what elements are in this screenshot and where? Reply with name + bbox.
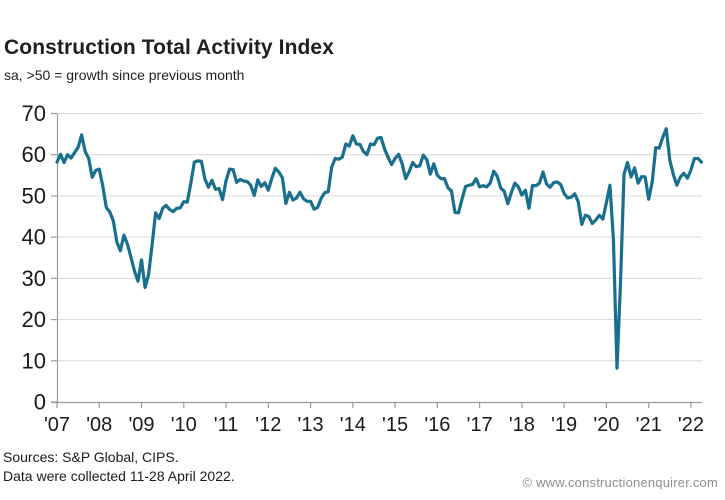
x-tick-label-'14: '14 <box>340 414 366 436</box>
activity-index-line <box>55 127 704 370</box>
y-tick-label-60: 60 <box>22 142 46 167</box>
x-tick-label-'20: '20 <box>593 414 619 436</box>
y-tick-label-40: 40 <box>22 225 46 250</box>
x-tick-label-'13: '13 <box>298 414 324 436</box>
x-tick-label-'12: '12 <box>255 414 281 436</box>
collection-note: Data were collected 11-28 April 2022. <box>3 468 235 484</box>
y-tick-label-70: 70 <box>22 101 46 126</box>
chart-subtitle: sa, >50 = growth since previous month <box>4 67 245 83</box>
y-tick-label-50: 50 <box>22 183 46 208</box>
x-tick-label-'22: '22 <box>678 414 704 436</box>
y-tick-label-0: 0 <box>34 390 46 415</box>
x-tick-label-'19: '19 <box>551 414 577 436</box>
x-tick-label-'16: '16 <box>424 414 450 436</box>
x-tick-label-'21: '21 <box>636 414 662 436</box>
y-tick-label-20: 20 <box>22 307 46 332</box>
y-tick-label-10: 10 <box>22 348 46 373</box>
x-tick-label-'15: '15 <box>382 414 408 436</box>
watermark-text: © www.constructionenquirer.com <box>522 475 718 490</box>
x-tick-label-'09: '09 <box>128 414 154 436</box>
y-tick-label-30: 30 <box>22 266 46 291</box>
x-tick-label-'07: '07 <box>44 414 70 436</box>
sources-note: Sources: S&P Global, CIPS. <box>3 449 179 465</box>
chart-title: Construction Total Activity Index <box>4 36 334 59</box>
x-tick-label-'18: '18 <box>509 414 535 436</box>
x-tick-label-'17: '17 <box>467 414 493 436</box>
x-tick-label-'08: '08 <box>86 414 112 436</box>
gridlines <box>57 113 702 362</box>
x-tick-label-'11: '11 <box>214 414 239 436</box>
x-tick-label-'10: '10 <box>171 414 197 436</box>
x-axis-labels: '07 '08 '09 '10 '11 '12 '13 '14 '15 '16 '17 '18 '19 '… <box>44 402 704 436</box>
y-axis-labels: 0 10 20 30 40 50 60 70 <box>22 101 57 415</box>
